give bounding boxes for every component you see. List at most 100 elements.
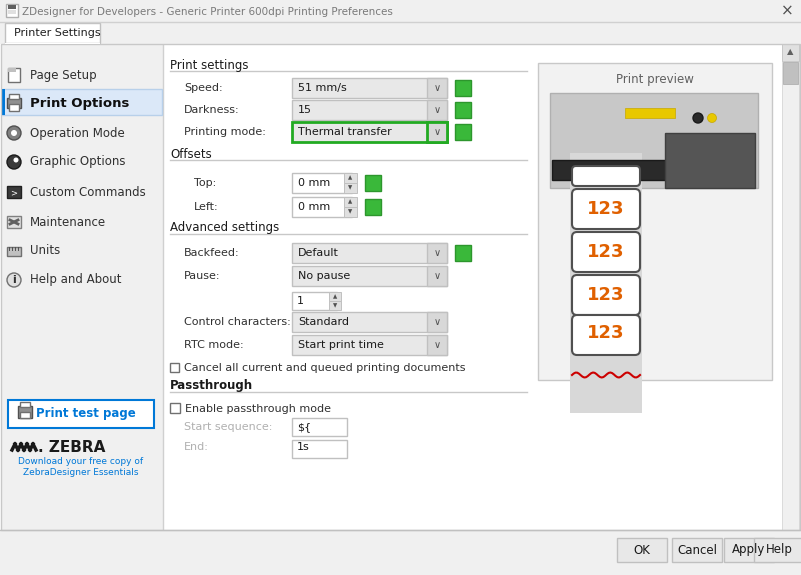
Text: Standard: Standard [298, 317, 349, 327]
Bar [7, 247, 21, 256]
Bar [5, 23, 100, 43]
Text: ▲: ▲ [787, 48, 793, 56]
Text: Print preview: Print preview [616, 72, 694, 86]
Text: i: i [12, 275, 16, 285]
Bar [783, 62, 798, 84]
Text: Passthrough: Passthrough [170, 380, 253, 393]
Text: Cancel all current and queued printing documents: Cancel all current and queued printing d… [184, 363, 465, 373]
Text: Cancel: Cancel [677, 543, 717, 557]
Text: ∨: ∨ [433, 105, 441, 115]
Circle shape [707, 113, 717, 122]
Text: 0 mm: 0 mm [298, 202, 330, 212]
Text: ▲: ▲ [348, 200, 352, 205]
Text: Help and About: Help and About [30, 274, 122, 286]
FancyBboxPatch shape [572, 232, 640, 272]
Text: RTC mode:: RTC mode: [184, 340, 244, 350]
Bar [292, 197, 352, 217]
Text: 123: 123 [587, 200, 625, 218]
Text: Custom Commands: Custom Commands [30, 186, 146, 198]
Bar [292, 292, 337, 310]
Text: ▼: ▼ [348, 209, 352, 214]
FancyBboxPatch shape [572, 275, 640, 315]
Bar [292, 243, 447, 263]
Text: ∨: ∨ [433, 248, 441, 258]
Text: 123: 123 [587, 324, 625, 342]
Circle shape [14, 158, 18, 163]
Bar [455, 124, 471, 140]
Bar [427, 100, 447, 120]
Bar [427, 312, 447, 332]
Text: Page Setup: Page Setup [30, 68, 97, 82]
Text: No pause: No pause [298, 271, 350, 281]
Bar [550, 93, 758, 188]
Bar [170, 363, 179, 372]
Text: Start sequence:: Start sequence: [184, 422, 272, 432]
Text: Control characters:: Control characters: [184, 317, 291, 327]
Text: Maintenance: Maintenance [30, 216, 106, 228]
Text: 1: 1 [297, 296, 304, 306]
Bar [292, 122, 447, 142]
Bar [552, 160, 672, 180]
Text: ▼: ▼ [333, 304, 337, 309]
Text: Print test page: Print test page [36, 408, 136, 420]
Bar [782, 44, 799, 530]
Text: Graphic Options: Graphic Options [30, 155, 126, 168]
Bar [20, 412, 30, 418]
Bar [538, 63, 772, 380]
Text: 123: 123 [587, 243, 625, 261]
Bar [344, 173, 357, 183]
Text: Help: Help [766, 543, 792, 557]
Circle shape [693, 113, 703, 123]
Bar [329, 292, 341, 301]
Text: Backfeed:: Backfeed: [184, 248, 239, 258]
Bar [8, 5, 16, 9]
Bar [292, 173, 352, 193]
Bar [617, 538, 667, 562]
Text: Enable passthrough mode: Enable passthrough mode [185, 404, 331, 414]
Bar [724, 538, 774, 562]
Bar [672, 538, 722, 562]
Bar [455, 102, 471, 118]
Bar [18, 406, 32, 418]
Bar [9, 104, 19, 111]
Bar [6, 4, 18, 17]
Text: Printing mode:: Printing mode: [184, 127, 266, 137]
Text: Printer Settings: Printer Settings [14, 28, 101, 38]
Bar [455, 80, 471, 96]
Text: Offsets: Offsets [170, 148, 211, 160]
Text: Apply: Apply [732, 543, 766, 557]
Text: Speed:: Speed: [184, 83, 223, 93]
Text: Default: Default [298, 248, 339, 258]
Bar [1, 44, 163, 530]
Bar [427, 122, 447, 142]
Bar [455, 245, 471, 261]
Text: 15: 15 [298, 105, 312, 115]
Bar [0, 22, 801, 44]
Text: Start print time: Start print time [298, 340, 384, 350]
Text: Units: Units [30, 244, 60, 258]
Bar [2, 89, 5, 115]
Bar [782, 44, 799, 61]
Text: 0 mm: 0 mm [298, 178, 330, 188]
Bar [8, 68, 16, 72]
FancyBboxPatch shape [572, 166, 640, 186]
Text: ▲: ▲ [333, 294, 337, 300]
Bar [427, 335, 447, 355]
Bar [7, 186, 21, 198]
FancyBboxPatch shape [572, 315, 640, 355]
Bar [20, 402, 30, 407]
Text: Download your free copy of
ZebraDesigner Essentials: Download your free copy of ZebraDesigner… [18, 457, 143, 477]
Bar [8, 10, 16, 14]
Text: Advanced settings: Advanced settings [170, 221, 280, 235]
FancyBboxPatch shape [572, 189, 640, 229]
Bar [365, 199, 381, 215]
Bar [7, 216, 21, 228]
Bar [0, 0, 801, 22]
Bar [344, 207, 357, 217]
Bar [329, 301, 341, 310]
Text: 123: 123 [587, 286, 625, 304]
Text: Print settings: Print settings [170, 59, 248, 71]
Bar [8, 68, 20, 82]
Bar [0, 44, 801, 530]
Text: ZDesigner for Developers - Generic Printer 600dpi Printing Preferences: ZDesigner for Developers - Generic Print… [22, 7, 392, 17]
